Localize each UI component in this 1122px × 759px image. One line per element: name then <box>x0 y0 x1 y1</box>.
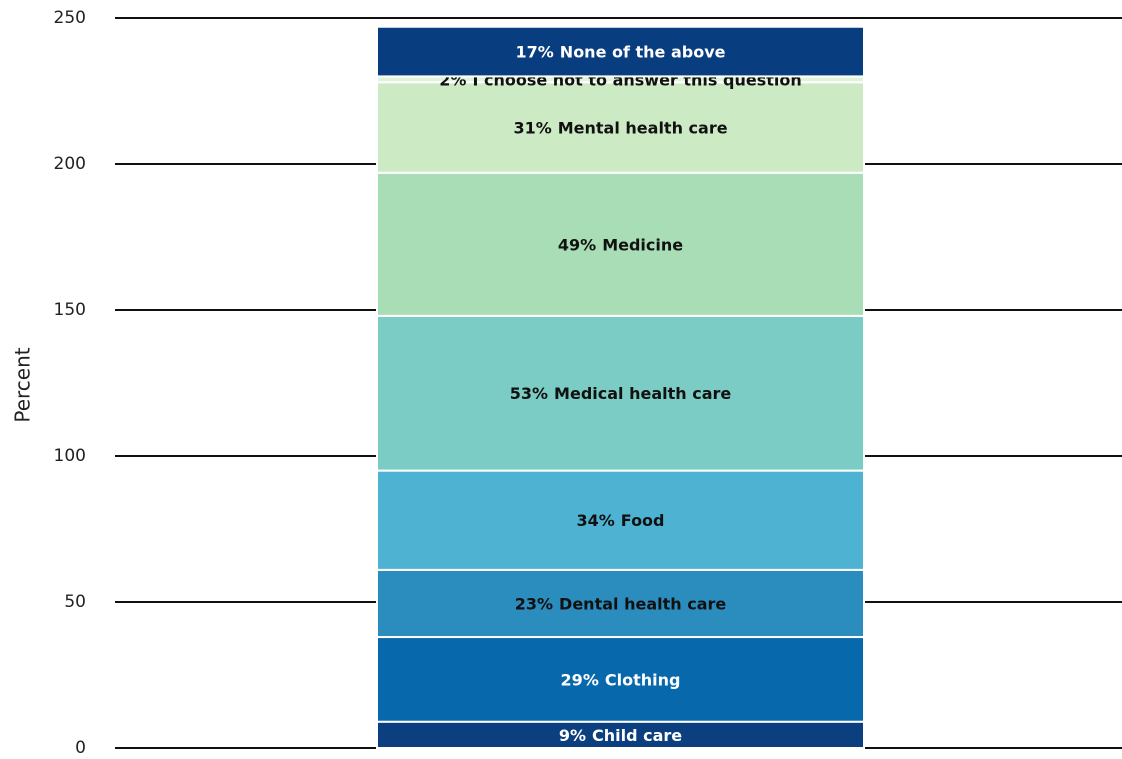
y-axis-label: Percent <box>11 347 35 422</box>
segment-label: 49% Medicine <box>558 235 683 254</box>
segment-value: 23% <box>515 594 553 613</box>
segment-label: 29% Clothing <box>561 670 681 689</box>
segment-value: 31% <box>513 118 551 137</box>
segment-value: 17% <box>516 42 554 61</box>
segment-value: 29% <box>561 670 599 689</box>
bar-segment <box>376 636 865 723</box>
y-tick-label: 150 <box>54 300 86 320</box>
y-tick-label: 0 <box>75 738 86 758</box>
segment-name: Mental health care <box>558 118 728 137</box>
segment-value: 9% <box>559 725 586 744</box>
segment-label: 53% Medical health care <box>510 384 732 403</box>
segment-label: 9% Child care <box>559 725 682 744</box>
segment-value: 53% <box>510 384 548 403</box>
segment-name: Food <box>621 511 665 530</box>
segment-name: Medical health care <box>554 384 731 403</box>
y-tick-label: 100 <box>54 446 86 466</box>
segment-name: Medicine <box>602 235 683 254</box>
bar-segment <box>376 568 865 639</box>
segment-name: None of the above <box>560 42 726 61</box>
segment-label: 31% Mental health care <box>513 118 727 137</box>
segment-label: 23% Dental health care <box>515 594 727 613</box>
bar-segment <box>376 81 865 174</box>
segment-name: Clothing <box>605 670 681 689</box>
segment-name: Dental health care <box>559 594 726 613</box>
segment-name: Child care <box>592 725 682 744</box>
bar-segment <box>376 314 865 472</box>
bar-segment <box>376 171 865 317</box>
bar-segment <box>376 25 865 78</box>
segment-value: 34% <box>576 511 614 530</box>
y-tick-label: 250 <box>54 8 86 28</box>
segment-value: 49% <box>558 235 596 254</box>
segment-label: 17% None of the above <box>516 42 726 61</box>
segment-label: 34% Food <box>576 511 664 530</box>
y-tick-label: 50 <box>64 592 86 612</box>
y-tick-label: 200 <box>54 154 86 174</box>
